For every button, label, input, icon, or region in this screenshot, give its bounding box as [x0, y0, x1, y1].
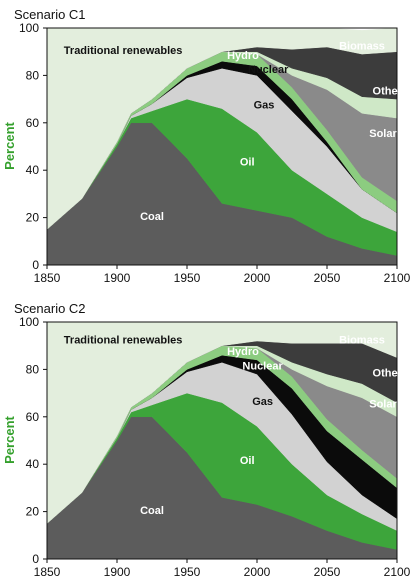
y-axis-label-c1: Percent: [2, 121, 17, 169]
y-tick-label: 20: [26, 505, 40, 519]
y-tick-label: 0: [32, 552, 39, 566]
y-tick-label: 20: [26, 211, 40, 225]
y-tick-label: 0: [32, 258, 39, 272]
area-label-nuclear: Nuclear: [248, 64, 289, 76]
area-label-biomass: Biomass: [339, 40, 385, 52]
area-label-nuclear: Nuclear: [242, 360, 283, 372]
area-label-gas: Gas: [254, 100, 275, 112]
area-label-solar: Solar: [369, 128, 397, 140]
y-tick-label: 60: [26, 116, 40, 130]
area-label-other: Other: [373, 368, 403, 380]
area-label-gas: Gas: [252, 396, 273, 408]
x-tick-label: 1950: [174, 271, 201, 285]
x-tick-label: 1850: [34, 565, 61, 579]
x-tick-label: 2050: [314, 565, 341, 579]
area-label-traditional-renewables: Traditional renewables: [64, 334, 183, 346]
area-label-coal: Coal: [140, 505, 164, 517]
area-label-oil: Oil: [240, 455, 255, 467]
area-label-other: Other: [373, 85, 403, 97]
area-label-hydro: Hydro: [227, 50, 259, 62]
panel-scenario-c2: Scenario C2 Percent 0 20 40 60 80 100 1850 1900…: [2, 301, 410, 579]
x-tick-label: 1950: [174, 565, 201, 579]
y-tick-label: 100: [19, 21, 39, 35]
panel-title-c2: Scenario C2: [14, 301, 86, 316]
x-tick-label: 2000: [244, 565, 271, 579]
x-tick-label: 2050: [314, 271, 341, 285]
plot-frame: [46, 27, 398, 266]
x-tick-label: 2000: [244, 271, 271, 285]
panel-title-c1: Scenario C1: [14, 7, 86, 22]
area-label-biomass: Biomass: [339, 334, 385, 346]
x-tick-label: 1850: [34, 271, 61, 285]
x-tick-label: 2100: [384, 565, 410, 579]
area-label-hydro: Hydro: [227, 346, 259, 358]
y-tick-label: 80: [26, 362, 40, 376]
y-tick-label: 40: [26, 457, 40, 471]
area-label-coal: Coal: [140, 211, 164, 223]
area-label-solar: Solar: [369, 398, 397, 410]
x-tick-label: 1900: [104, 271, 131, 285]
plot-frame: [46, 321, 398, 560]
y-axis-label-c2: Percent: [2, 415, 17, 463]
x-tick-label: 1900: [104, 565, 131, 579]
panel-scenario-c1: Scenario C1 Percent 0 20 40 60 80 100 1850 1900…: [2, 7, 410, 285]
y-tick-label: 100: [19, 315, 39, 329]
y-tick-label: 40: [26, 163, 40, 177]
x-tick-label: 2100: [384, 271, 410, 285]
area-label-traditional-renewables: Traditional renewables: [64, 45, 183, 57]
area-label-oil: Oil: [240, 156, 255, 168]
y-tick-label: 80: [26, 68, 40, 82]
y-tick-label: 60: [26, 410, 40, 424]
